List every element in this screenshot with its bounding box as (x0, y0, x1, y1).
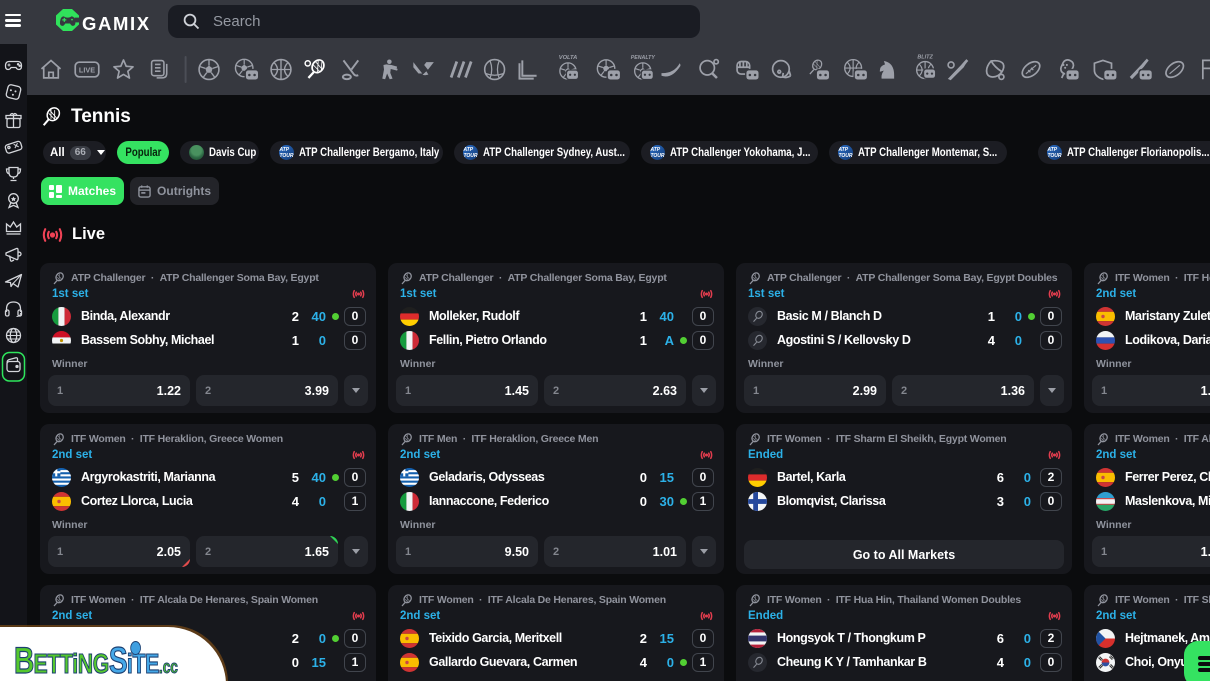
svg-text:PENALTY: PENALTY (631, 55, 656, 61)
svg-text:VOLTA: VOLTA (559, 55, 577, 61)
svg-text:BLITZ: BLITZ (917, 54, 933, 60)
svg-text:LIVE: LIVE (79, 65, 95, 74)
